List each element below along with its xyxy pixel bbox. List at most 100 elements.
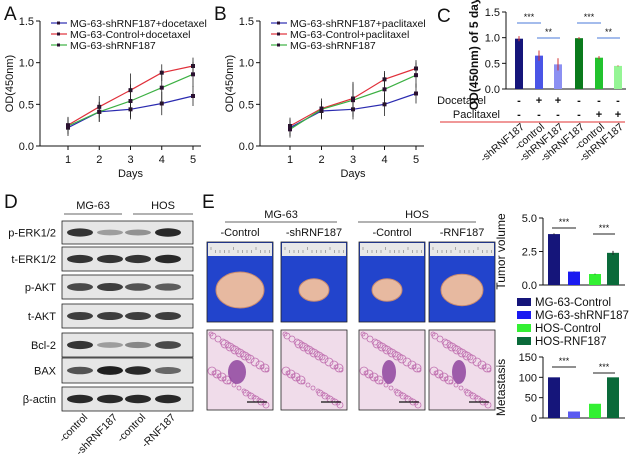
alveolus <box>299 342 309 352</box>
data-point <box>351 98 355 103</box>
alveolus <box>433 370 439 376</box>
data-point <box>66 124 70 128</box>
y-tick-label: 0.5 <box>239 99 254 111</box>
alveolus <box>207 366 217 376</box>
alveolus <box>412 363 422 373</box>
alveolus <box>373 376 379 382</box>
alveolus <box>224 341 232 349</box>
legend-entry: HOS-Control <box>535 323 601 335</box>
alveolus <box>429 366 439 376</box>
column-label: -shRNF187 <box>286 227 342 239</box>
y-tick-label: 0.5 <box>19 99 34 111</box>
alveolus <box>441 338 449 346</box>
alveolus <box>219 338 227 346</box>
group-label: HOS <box>405 209 429 221</box>
alveolus <box>369 372 379 382</box>
alveolus <box>430 331 436 337</box>
y-tick-label: 150 <box>519 352 537 364</box>
alveolus <box>235 348 245 358</box>
alveolus <box>286 369 296 379</box>
legend-entry: MG-63-Control <box>535 297 611 309</box>
data-point <box>319 107 324 112</box>
protein-band <box>97 312 123 320</box>
blot-label: Bcl-2 <box>31 340 56 352</box>
treatment-mark: - <box>537 109 541 121</box>
data-point <box>97 109 102 114</box>
legend-swatch <box>517 324 531 332</box>
legend-marker <box>277 32 280 36</box>
alveolus <box>372 339 382 349</box>
legend-swatch <box>517 311 531 319</box>
protein-band <box>125 283 151 291</box>
y-tick-label: 0.0 <box>485 84 500 96</box>
alveolus <box>486 367 492 373</box>
protein-band <box>97 254 123 264</box>
alveolus <box>209 332 217 340</box>
protein-band <box>155 394 181 404</box>
alveolus <box>295 376 301 382</box>
protein-band <box>67 394 93 404</box>
y-tick-label: 1.0 <box>19 58 34 70</box>
x-tick-label: 3 <box>127 154 133 166</box>
alveolus <box>469 392 477 400</box>
alveolus <box>217 372 227 382</box>
protein-band <box>155 283 181 291</box>
alveolus <box>293 338 301 346</box>
alveolus <box>447 342 457 352</box>
y-axis-label: Metastasis <box>494 359 508 416</box>
significance-label: ** <box>545 27 553 37</box>
alveolus <box>361 332 369 340</box>
alveolus <box>466 353 474 361</box>
bar <box>535 55 543 89</box>
alveolus <box>448 379 454 385</box>
data-point <box>128 99 133 103</box>
x-axis-label: Days <box>340 168 366 180</box>
alveolus <box>300 379 306 385</box>
tumor <box>440 273 484 307</box>
alveolus <box>282 331 288 337</box>
alveolus <box>221 376 227 382</box>
treatment-mark: - <box>556 109 560 121</box>
treatment-mark: - <box>616 95 620 107</box>
alveolus <box>229 344 237 352</box>
bar <box>554 64 562 89</box>
alveolus <box>439 372 449 382</box>
group-label: MG-63 <box>76 200 110 212</box>
alveolus <box>208 331 214 337</box>
protein-band <box>67 340 93 350</box>
alveolus <box>378 379 384 385</box>
protein-band <box>155 367 181 374</box>
blot-label: β-actin <box>23 394 56 406</box>
y-tick-label: 1.0 <box>485 33 500 45</box>
metastatic-nodule <box>452 360 466 384</box>
alveolus <box>318 353 326 361</box>
protein-band <box>67 366 93 375</box>
y-tick-label: 1.5 <box>239 16 254 28</box>
alveolus <box>255 360 265 370</box>
alveolus <box>214 335 222 343</box>
alveolus <box>461 350 469 358</box>
treatment-mark: - <box>517 109 521 121</box>
y-tick-label: 50 <box>525 393 537 405</box>
alveolus <box>240 351 250 361</box>
blot-label: p-AKT <box>25 282 56 294</box>
alveolus <box>308 347 316 355</box>
alveolus <box>212 369 222 379</box>
alveolus <box>431 332 439 340</box>
alveolus <box>482 363 492 373</box>
column-label: -Control <box>372 227 411 239</box>
x-tick-label: 5 <box>413 154 419 166</box>
data-point <box>159 85 164 90</box>
alveolus <box>374 375 384 385</box>
ruler <box>282 243 346 256</box>
legend-entry: MG-63-shRNF187+docetaxel <box>70 18 207 30</box>
legend-swatch <box>517 337 531 345</box>
alveolus <box>236 385 242 391</box>
alveolus <box>376 341 384 349</box>
bar <box>575 38 583 89</box>
alveolus <box>245 354 255 364</box>
alveolus <box>360 331 366 337</box>
y-tick-label: 1.5 <box>19 16 34 28</box>
bar <box>515 38 523 89</box>
alveolus <box>436 335 444 343</box>
